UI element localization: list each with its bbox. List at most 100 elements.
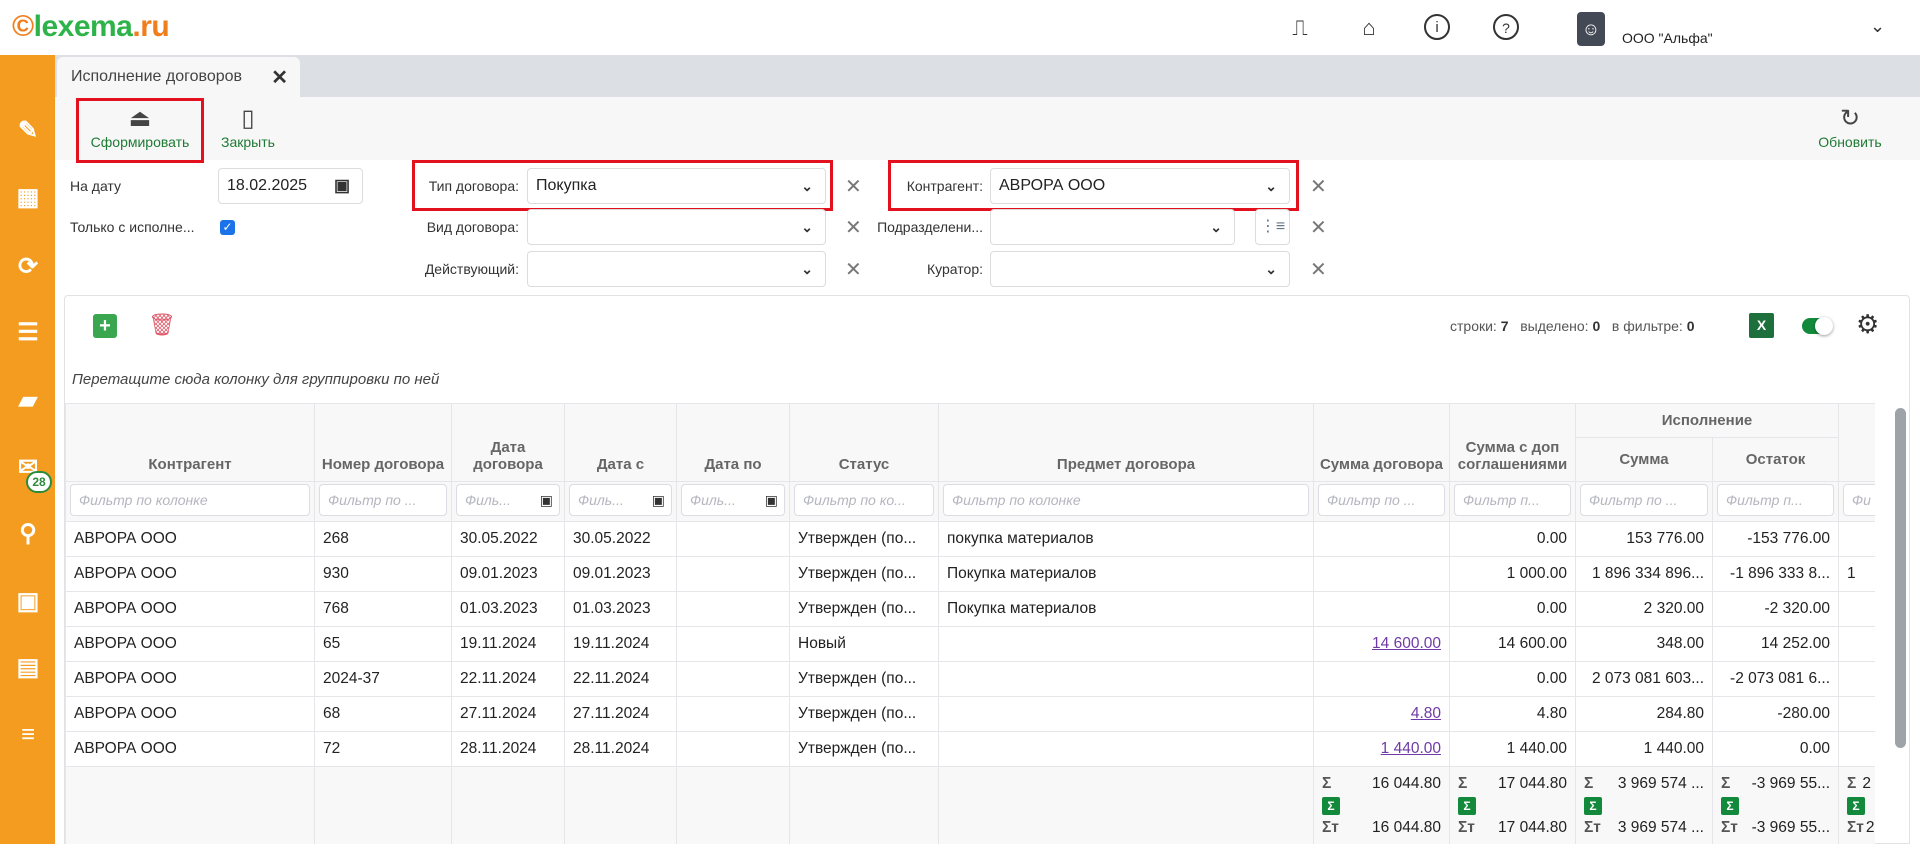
table-row[interactable]: АВРОРА ООО 68 27.11.2024 27.11.2024 Утвержде… <box>65 696 1875 732</box>
refresh-button[interactable]: ↻ Обновить <box>1805 104 1895 150</box>
column-header[interactable]: Сумма <box>1575 437 1713 482</box>
column-header[interactable]: Контрагент <box>65 403 315 482</box>
column-filter-input[interactable]: Фильтр по колонке <box>70 484 310 516</box>
contract-kind-select[interactable]: ⌄ <box>527 209 826 245</box>
column-header[interactable]: Сумма с доп соглашениями <box>1449 403 1576 482</box>
column-header[interactable]: Дата договора <box>451 403 565 482</box>
clear-icon[interactable]: ✕ <box>1310 217 1327 239</box>
clear-icon[interactable]: ✕ <box>845 217 862 239</box>
sum-aggregate-button[interactable]: Σ <box>1721 797 1739 815</box>
column-title: Контрагент <box>148 456 232 473</box>
sum-aggregate-button[interactable]: Σ <box>1847 797 1865 815</box>
selected-label: выделено: <box>1520 318 1589 334</box>
active-select[interactable]: ⌄ <box>527 251 826 287</box>
calendar-icon[interactable]: ▣ <box>333 176 350 195</box>
search-icon[interactable]: ⚲ <box>19 520 37 547</box>
document-icon[interactable]: ⎍ <box>1292 15 1308 40</box>
totals-cell <box>314 766 452 844</box>
clear-icon[interactable]: ✕ <box>845 259 862 281</box>
column-filter-input[interactable]: Филь... ▣ <box>456 484 560 516</box>
tab-title: Исполнение договоров <box>71 68 243 85</box>
column-header[interactable]: Сумма договора <box>1313 403 1450 482</box>
info-icon[interactable]: i <box>1424 14 1450 40</box>
column-filter-input[interactable]: Фи <box>1843 484 1875 516</box>
clear-icon[interactable]: ✕ <box>845 176 862 198</box>
qr-code-icon[interactable]: ▦ <box>16 184 40 211</box>
contract-sum-link[interactable]: 1 440.00 <box>1380 740 1441 757</box>
clear-icon[interactable]: ✕ <box>1310 259 1327 281</box>
date-input[interactable]: 18.02.2025 ▣ <box>218 168 363 204</box>
sum-aggregate-button[interactable]: Σ <box>1322 797 1340 815</box>
sum-aggregate-button[interactable]: Σ <box>1584 797 1602 815</box>
table-row[interactable]: АВРОРА ООО 268 30.05.2022 30.05.2022 Утвержд… <box>65 521 1875 557</box>
contract-type-select[interactable]: Покупка ⌄ <box>527 168 826 204</box>
column-header[interactable]: Предмет договора <box>938 403 1314 482</box>
contract-sum-link[interactable]: 14 600.00 <box>1372 635 1441 652</box>
table-cell: -1 896 333 8... <box>1712 556 1839 592</box>
column-filter-input[interactable]: Филь... ▣ <box>569 484 672 516</box>
division-select[interactable]: ⌄ <box>990 209 1235 245</box>
column-filter-input[interactable]: Фильтр по колонке <box>943 484 1309 516</box>
table-row[interactable]: АВРОРА ООО 2024-37 22.11.2024 22.11.2024 Утв… <box>65 661 1875 697</box>
table-cell: 65 <box>314 626 452 662</box>
calendar-icon[interactable]: ▣ <box>651 492 665 508</box>
calendar-icon[interactable]: ▣ <box>764 492 778 508</box>
folder-icon[interactable]: ▰ <box>18 387 38 414</box>
column-header[interactable]: Номер договора <box>314 403 452 482</box>
chevron-down-icon[interactable]: ⌄ <box>1870 16 1886 36</box>
sync-icon[interactable]: ⟳ <box>17 253 39 280</box>
column-filter-input[interactable]: Фильтр по ко... <box>794 484 934 516</box>
close-button[interactable]: ▯ Закрыть <box>210 104 286 150</box>
column-header[interactable]: Дата с <box>564 403 677 482</box>
delete-row-button[interactable]: 🗑 <box>148 312 176 338</box>
column-filter-input[interactable]: Фильтр п... <box>1717 484 1834 516</box>
pencil-icon[interactable]: ✎ <box>17 117 39 144</box>
table-row[interactable]: АВРОРА ООО 72 28.11.2024 28.11.2024 Утвержде… <box>65 731 1875 767</box>
curator-select[interactable]: ⌄ <box>990 251 1290 287</box>
clear-icon[interactable]: ✕ <box>1310 176 1327 198</box>
column-filter-input[interactable]: Фильтр по ... <box>319 484 447 516</box>
close-icon[interactable]: ✕ <box>271 67 288 89</box>
table-cell: 68 <box>314 696 452 732</box>
column-header[interactable]: Статус <box>789 403 939 482</box>
column-header[interactable] <box>1838 403 1875 482</box>
list-check-icon[interactable]: ≡ <box>20 721 35 748</box>
home-icon[interactable]: ⌂ <box>1362 15 1376 40</box>
gear-icon[interactable]: ⚙ <box>1856 309 1880 339</box>
cell-value: 22.11.2024 <box>573 670 650 687</box>
filter-placeholder: Фильтр по ... <box>1327 492 1416 508</box>
table-row[interactable]: АВРОРА ООО 768 01.03.2023 01.03.2023 Утвержд… <box>65 591 1875 627</box>
column-filter-input[interactable]: Фильтр по ... <box>1580 484 1708 516</box>
column-filter-input[interactable]: Фильтр по ... <box>1318 484 1445 516</box>
only-with-execution-checkbox[interactable]: ✓ <box>220 220 235 235</box>
table-cell <box>676 661 790 697</box>
help-icon[interactable]: ? <box>1493 14 1519 40</box>
avatar[interactable]: ☺ <box>1577 12 1605 46</box>
counterparty-select[interactable]: АВРОРА ООО ⌄ <box>990 168 1290 204</box>
table-clock-icon[interactable]: ▤ <box>16 654 40 681</box>
vertical-scrollbar[interactable] <box>1895 408 1906 748</box>
generate-button[interactable]: ⏏ Сформировать <box>80 104 200 150</box>
table-row[interactable]: АВРОРА ООО 930 09.01.2023 09.01.2023 Утвержд… <box>65 556 1875 592</box>
column-header[interactable]: Дата по <box>676 403 790 482</box>
add-row-button[interactable]: + <box>93 314 117 338</box>
calendar-icon[interactable]: ▣ <box>539 492 553 508</box>
tree-select-button[interactable]: ⋮≡ <box>1255 209 1290 245</box>
column-title: Сумма договора <box>1319 456 1444 473</box>
calendar-icon[interactable]: ▣ <box>16 588 40 615</box>
organization-name[interactable]: ООО "Альфа" <box>1622 30 1713 46</box>
list-download-icon[interactable]: ☰ <box>17 319 39 346</box>
sum-aggregate-button[interactable]: Σ <box>1458 797 1476 815</box>
table-row[interactable]: АВРОРА ООО 65 19.11.2024 19.11.2024 Новый 14 … <box>65 626 1875 662</box>
column-filter-input[interactable]: Филь... ▣ <box>681 484 785 516</box>
table-cell: 268 <box>314 521 452 557</box>
tab-contract-execution[interactable]: Исполнение договоров ✕ <box>57 57 300 97</box>
excel-export-button[interactable]: X <box>1749 313 1774 338</box>
logo[interactable]: ©lexema.ru <box>12 10 170 43</box>
cell-value: 0.00 <box>1536 530 1567 547</box>
column-filter-input[interactable]: Фильтр п... <box>1454 484 1571 516</box>
toggle-switch[interactable] <box>1802 317 1833 335</box>
contract-sum-link[interactable]: 4.80 <box>1410 705 1441 722</box>
table-cell <box>938 626 1314 662</box>
column-header[interactable]: Остаток <box>1712 437 1839 482</box>
